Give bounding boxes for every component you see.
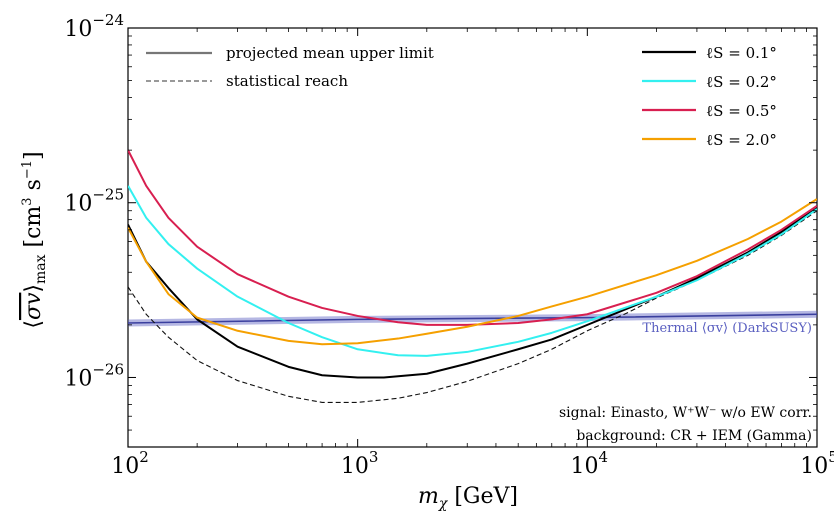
thermal-band-label: Thermal ⟨σv⟩ (DarkSUSY): [642, 321, 812, 336]
plot-area: [127, 27, 818, 448]
legend-left-label: statistical reach: [226, 72, 348, 90]
y-tick-label: 10−24: [64, 11, 124, 42]
annotation-line: signal: Einasto, W⁺W⁻ w/o EW corr.: [559, 405, 812, 421]
y-axis-title: ⟨σv⟩max [cm3 s−1]: [20, 151, 49, 328]
legend-right-label: ℓS = 0.1°: [706, 44, 777, 62]
x-tick-label: 105: [800, 448, 834, 479]
tick-layer: [127, 27, 818, 447]
x-axis-title: mχ [GeV]: [418, 484, 518, 512]
legend-right-label: ℓS = 0.5°: [706, 102, 777, 120]
series-line-3: [128, 198, 817, 346]
series-line-2: [128, 149, 817, 326]
thermal-band-center: [128, 313, 817, 324]
annotation-layer: signal: Einasto, W⁺W⁻ w/o EW corr. backgr…: [559, 405, 812, 444]
legend-right-label: ℓS = 2.0°: [706, 131, 777, 149]
x-tick-label: 102: [111, 448, 149, 479]
annotation-line: background: CR + IEM (Gamma): [576, 428, 812, 444]
tick-label-layer: 102 103 104 105 10−26 10−25 10−24: [64, 11, 834, 479]
legend-left: projected mean upper limit statistical re…: [146, 44, 434, 90]
y-tick-label: 10−25: [64, 186, 124, 217]
series-layer: [128, 149, 817, 403]
y-tick-label: 10−26: [64, 360, 124, 391]
x-tick-label: 104: [571, 448, 609, 479]
series-line-1: [128, 185, 817, 357]
series-line-0: [128, 207, 817, 379]
legend-right: ℓS = 0.1° ℓS = 0.2° ℓS = 0.5° ℓS = 2.0°: [642, 44, 777, 149]
x-tick-label: 103: [341, 448, 379, 479]
legend-right-label: ℓS = 0.2°: [706, 73, 777, 91]
legend-left-label: projected mean upper limit: [226, 44, 434, 62]
